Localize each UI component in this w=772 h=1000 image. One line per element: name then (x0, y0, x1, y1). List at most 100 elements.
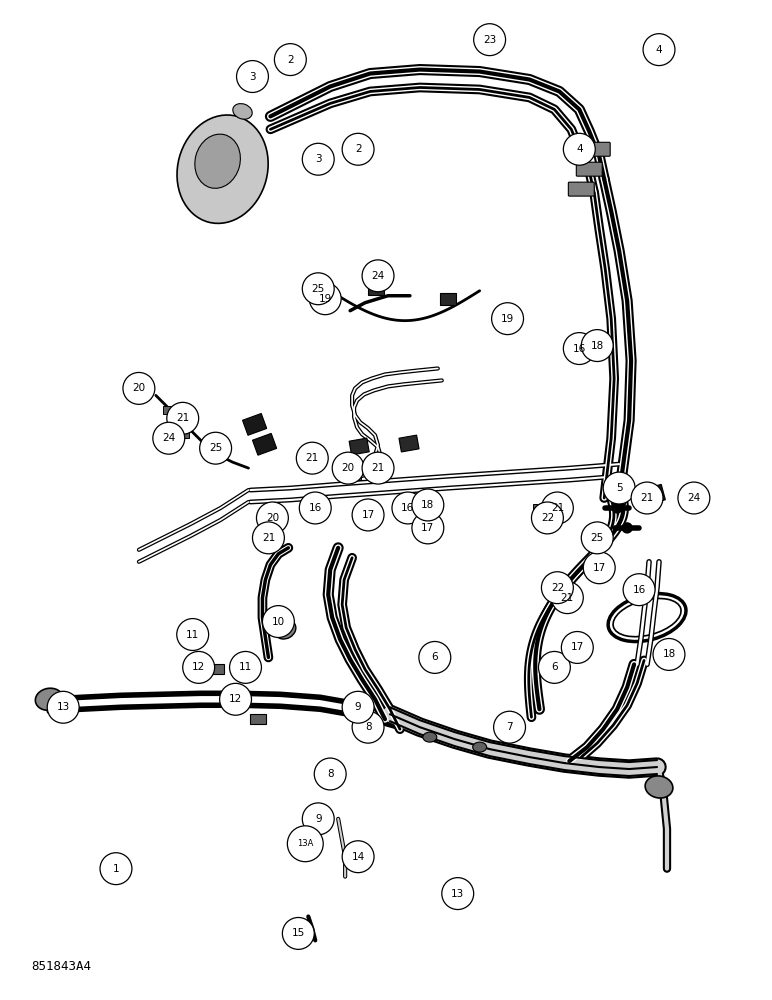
Text: 17: 17 (422, 523, 435, 533)
Bar (242, 413, 266, 435)
Text: 21: 21 (262, 533, 275, 543)
Ellipse shape (177, 115, 268, 223)
Text: 21: 21 (641, 493, 654, 503)
Circle shape (531, 502, 564, 534)
Text: 13A: 13A (297, 839, 313, 848)
Text: 20: 20 (341, 463, 354, 473)
Text: 21: 21 (371, 463, 384, 473)
Circle shape (541, 572, 574, 604)
Circle shape (310, 283, 341, 315)
FancyBboxPatch shape (584, 142, 610, 156)
Circle shape (296, 442, 328, 474)
Text: 4: 4 (655, 45, 662, 55)
Text: 21: 21 (306, 453, 319, 463)
Circle shape (362, 260, 394, 292)
Text: 12: 12 (229, 694, 242, 704)
Circle shape (342, 133, 374, 165)
Text: 6: 6 (432, 652, 438, 662)
Text: 25: 25 (209, 443, 222, 453)
Text: 17: 17 (361, 510, 374, 520)
Circle shape (643, 34, 675, 66)
Circle shape (631, 482, 663, 514)
Circle shape (177, 619, 208, 650)
Circle shape (493, 711, 526, 743)
Text: 11: 11 (186, 630, 199, 640)
Circle shape (653, 638, 685, 670)
Text: 16: 16 (309, 503, 322, 513)
Circle shape (314, 758, 346, 790)
Circle shape (541, 492, 574, 524)
Bar (231, 689, 246, 699)
Text: 18: 18 (662, 649, 676, 659)
Ellipse shape (36, 688, 63, 710)
Text: 13: 13 (56, 702, 69, 712)
Circle shape (419, 641, 451, 673)
Bar (349, 472, 361, 480)
Circle shape (678, 482, 709, 514)
Circle shape (303, 803, 334, 835)
Circle shape (236, 61, 269, 92)
Circle shape (123, 372, 155, 404)
Text: 11: 11 (239, 662, 252, 672)
Text: 19: 19 (319, 294, 332, 304)
Text: 3: 3 (249, 72, 256, 82)
Text: 8: 8 (327, 769, 334, 779)
Circle shape (287, 826, 323, 862)
Bar (399, 435, 419, 452)
Circle shape (474, 24, 506, 56)
Text: 21: 21 (550, 503, 564, 513)
Ellipse shape (472, 742, 486, 752)
Text: 7: 7 (506, 722, 513, 732)
Bar (440, 293, 455, 305)
Circle shape (362, 452, 394, 484)
Circle shape (332, 452, 364, 484)
Circle shape (622, 523, 632, 533)
Circle shape (412, 512, 444, 544)
Text: 16: 16 (632, 585, 645, 595)
Text: 21: 21 (176, 413, 189, 423)
Text: 21: 21 (560, 593, 574, 603)
Circle shape (262, 606, 294, 638)
Circle shape (283, 917, 314, 949)
Text: 24: 24 (162, 433, 175, 443)
Circle shape (603, 472, 635, 504)
Ellipse shape (233, 104, 252, 119)
Text: 18: 18 (591, 341, 604, 351)
Circle shape (561, 632, 593, 663)
Bar (208, 664, 224, 674)
Text: 5: 5 (616, 483, 622, 493)
Circle shape (300, 492, 331, 524)
Circle shape (342, 841, 374, 873)
Circle shape (229, 651, 262, 683)
Text: 9: 9 (355, 702, 361, 712)
FancyBboxPatch shape (577, 162, 602, 176)
Text: 17: 17 (593, 563, 606, 573)
Circle shape (167, 402, 198, 434)
Circle shape (442, 878, 474, 910)
Text: 851843A4: 851843A4 (32, 960, 91, 973)
Circle shape (303, 143, 334, 175)
Text: 14: 14 (351, 852, 364, 862)
Text: 4: 4 (576, 144, 583, 154)
Bar (163, 406, 174, 414)
Circle shape (564, 133, 595, 165)
Bar (533, 504, 546, 512)
Text: 20: 20 (132, 383, 145, 393)
Circle shape (303, 273, 334, 305)
Bar (177, 430, 188, 438)
Bar (349, 438, 369, 455)
Circle shape (612, 503, 622, 513)
Circle shape (200, 432, 232, 464)
Text: 22: 22 (550, 583, 564, 593)
Circle shape (581, 522, 613, 554)
Circle shape (623, 574, 655, 606)
Text: 17: 17 (571, 642, 584, 652)
Circle shape (219, 683, 252, 715)
Text: 13: 13 (451, 889, 465, 899)
Text: 2: 2 (355, 144, 361, 154)
Bar (250, 714, 266, 724)
Circle shape (274, 44, 306, 76)
Text: 25: 25 (591, 533, 604, 543)
Bar (613, 496, 625, 504)
Text: 15: 15 (292, 928, 305, 938)
